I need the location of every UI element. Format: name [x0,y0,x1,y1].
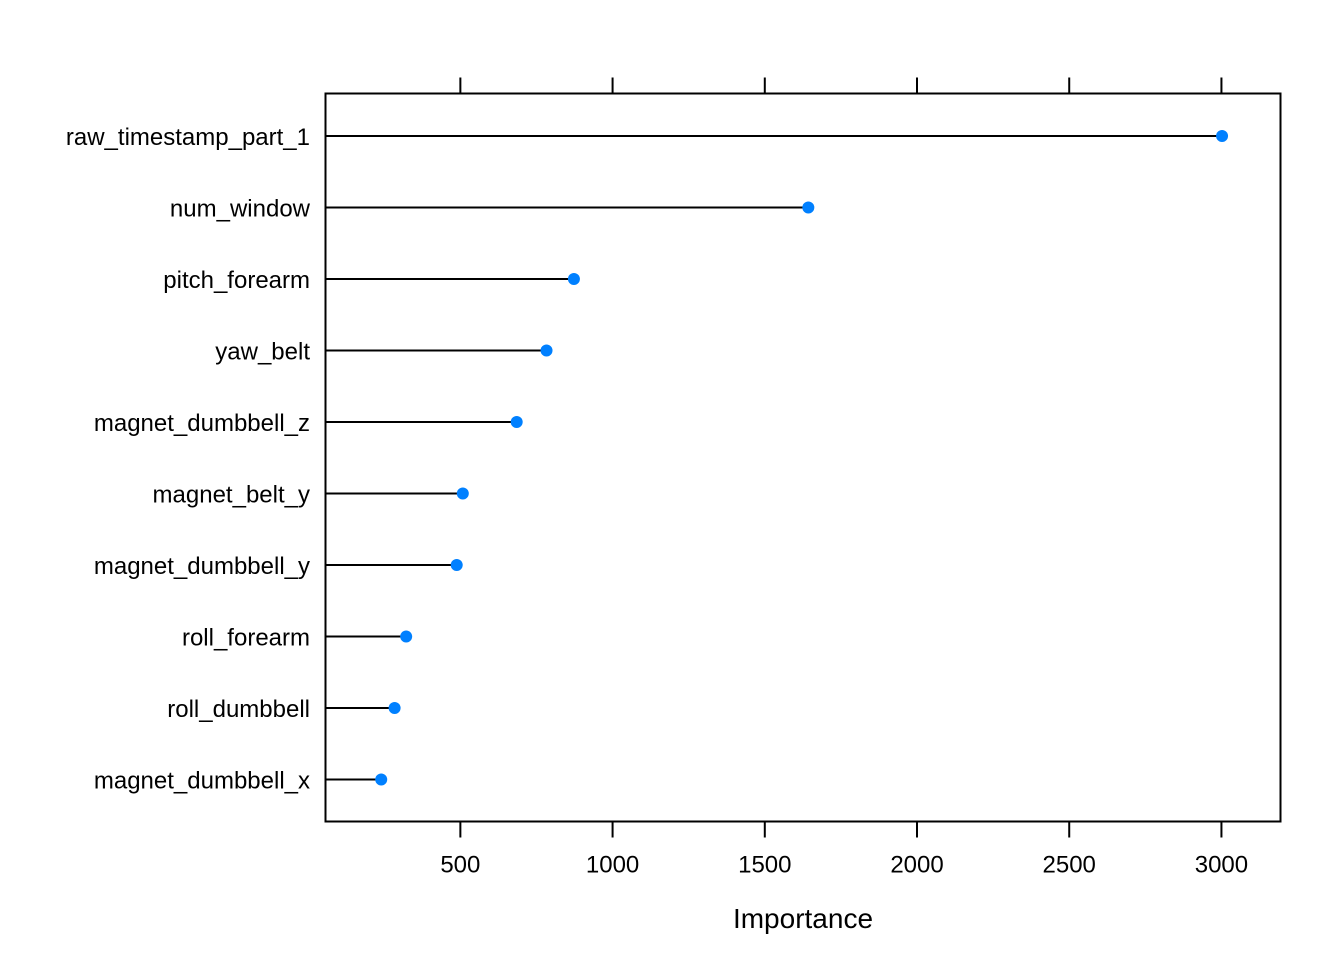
data-point [388,702,401,714]
category-label: magnet_dumbbell_y [94,553,310,580]
x-tick-label: 3000 [1195,852,1248,879]
category-label: magnet_dumbbell_x [94,768,310,795]
category-labels: raw_timestamp_part_1 num_window pitch_fore… [66,124,311,795]
data-point [802,201,815,214]
data-point [567,273,580,285]
points [375,130,1229,786]
category-label: magnet_dumbbell_z [94,410,310,437]
category-label: magnet_belt_y [153,482,310,509]
x-tick-label: 500 [440,852,480,879]
stems [325,135,1223,781]
category-label: raw_timestamp_part_1 [66,124,310,151]
bottom-axis-ticks: 500 1000 1500 2000 2500 3000 [440,821,1248,879]
data-point [456,487,469,500]
x-tick-label: 2500 [1043,852,1096,879]
data-point [510,416,523,428]
category-label: roll_forearm [182,625,310,652]
plot-frame [324,92,1282,823]
category-label: num_window [170,196,311,223]
x-tick-label: 1500 [738,852,791,879]
data-point [450,559,463,571]
category-label: yaw_belt [215,339,310,366]
x-axis-title: Importance [733,903,873,934]
data-point [1216,130,1229,142]
category-label: roll_dumbbell [167,696,310,723]
data-point [400,630,413,643]
top-axis-ticks [459,77,1223,94]
data-point [540,344,553,357]
category-label: pitch_forearm [163,267,310,294]
x-tick-label: 2000 [890,852,943,879]
x-tick-label: 1000 [586,852,639,879]
data-point [375,773,388,786]
